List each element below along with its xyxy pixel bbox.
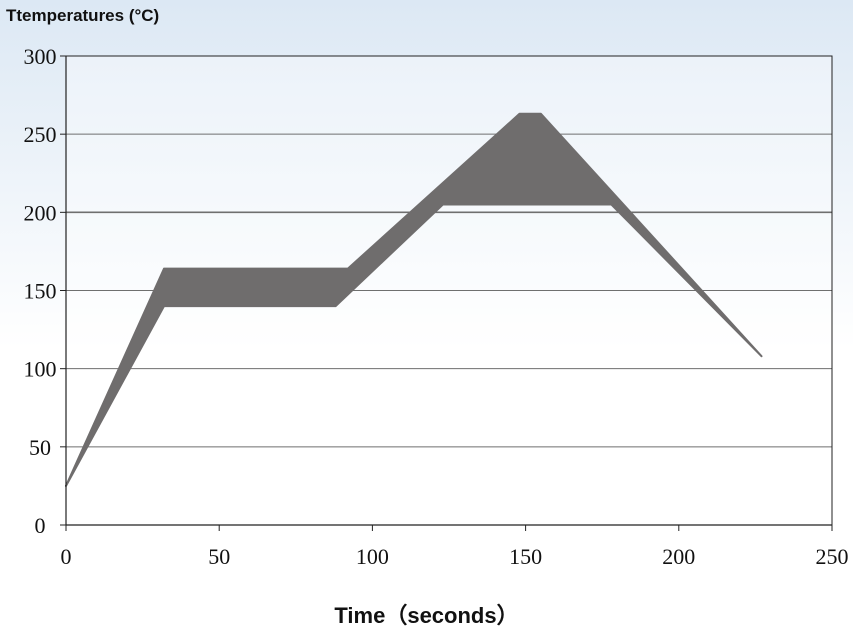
plot-frame xyxy=(65,55,833,526)
x-tick-label-100: 100 xyxy=(356,544,389,569)
y-tick-label-200: 200 xyxy=(24,200,57,225)
x-tick-label-200: 200 xyxy=(662,544,695,569)
y-tick-label-0: 0 xyxy=(35,513,46,538)
y-axis-title: Ttemperatures (°C) xyxy=(6,6,160,25)
x-axis-ticks: 0 50 100 150 200 250 xyxy=(61,525,849,569)
y-tick-label-150: 150 xyxy=(24,279,57,304)
x-tick-label-250: 250 xyxy=(816,544,849,569)
y-tick-label-250: 250 xyxy=(24,122,57,147)
temperature-band xyxy=(65,112,763,487)
y-tick-label-50: 50 xyxy=(29,435,51,460)
band-series-0 xyxy=(65,112,763,487)
x-tick-label-150: 150 xyxy=(509,544,542,569)
y-axis-ticks: 0 50 100 150 200 250 300 xyxy=(24,44,66,538)
y-tick-label-300: 300 xyxy=(24,44,57,69)
plot-area xyxy=(66,56,832,525)
x-axis-title: Time（seconds） xyxy=(334,603,519,628)
x-tick-label-50: 50 xyxy=(208,544,230,569)
grid-lines xyxy=(66,55,832,448)
y-tick-label-100: 100 xyxy=(24,357,57,382)
x-tick-label-0: 0 xyxy=(61,544,72,569)
